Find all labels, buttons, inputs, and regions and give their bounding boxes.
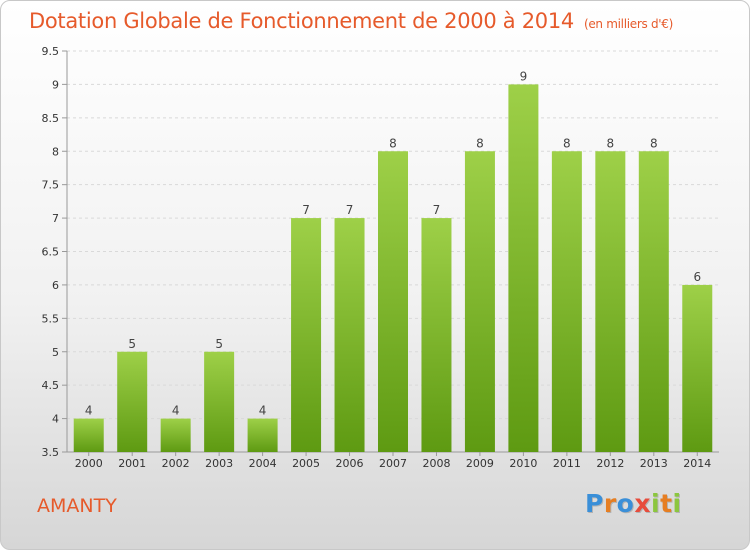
bar-2008	[421, 218, 452, 452]
x-tick-label-2009: 2009	[466, 457, 494, 470]
bar-2007	[378, 151, 408, 452]
data-label-2006: 7	[346, 203, 354, 217]
bar-2014	[682, 284, 713, 452]
x-tick-label-2013: 2013	[640, 457, 668, 470]
bar-2009	[464, 151, 495, 452]
logo-letter: i	[672, 489, 682, 518]
x-tick-label-2000: 2000	[75, 457, 103, 470]
data-label-2010: 9	[520, 69, 528, 83]
x-tick-label-2005: 2005	[292, 457, 320, 470]
y-tick-label: 7.5	[42, 179, 60, 192]
bar-2004	[247, 418, 278, 452]
chart-title-text: Dotation Globale de Fonctionnement de 20…	[29, 9, 574, 33]
x-tick-label-2006: 2006	[336, 457, 364, 470]
data-label-2013: 8	[650, 136, 658, 150]
logo-letter: o	[616, 489, 635, 518]
data-label-2007: 8	[389, 136, 397, 150]
data-label-2014: 6	[693, 270, 701, 284]
x-tick-label-2008: 2008	[422, 457, 450, 470]
y-tick-label: 9.5	[42, 45, 60, 58]
y-tick-label: 4	[52, 413, 59, 426]
x-tick-label-2010: 2010	[509, 457, 537, 470]
data-label-2000: 4	[85, 404, 93, 418]
data-label-2008: 7	[433, 203, 441, 217]
y-tick-label: 9	[52, 78, 59, 91]
labels: 3.5 4 4.5 5 5.5 6 6.5 7 7.5 8 8.5 9 9.5 4 2000 5 2001 4 20…	[42, 45, 712, 470]
bar-2002	[160, 418, 191, 452]
bar-2000	[73, 418, 104, 452]
chart-subtitle: (en milliers d'€)	[583, 17, 673, 31]
bar-2013	[638, 151, 669, 452]
data-label-2011: 8	[563, 136, 571, 150]
bar-2005	[291, 218, 322, 452]
data-label-2003: 5	[215, 337, 223, 351]
y-tick-label: 6.5	[42, 246, 60, 259]
data-label-2009: 8	[476, 136, 484, 150]
y-tick-label: 5	[52, 346, 59, 359]
chart-title: Dotation Globale de Fonctionnement de 20…	[29, 9, 673, 33]
x-tick-label-2001: 2001	[118, 457, 146, 470]
x-tick-label-2007: 2007	[379, 457, 407, 470]
x-tick-label-2011: 2011	[553, 457, 581, 470]
data-label-2001: 5	[128, 337, 136, 351]
bar-2001	[117, 351, 148, 452]
bar-2011	[551, 151, 582, 452]
bars	[73, 84, 713, 453]
data-label-2002: 4	[172, 404, 180, 418]
logo-letter: P	[585, 489, 604, 518]
x-tick-label-2004: 2004	[249, 457, 277, 470]
x-tick-label-2012: 2012	[596, 457, 624, 470]
y-tick-label: 3.5	[42, 446, 60, 459]
logo-letter: x	[634, 489, 651, 518]
logo-letter: i	[651, 489, 661, 518]
y-tick-label: 7	[52, 212, 59, 225]
y-tick-label: 5.5	[42, 312, 60, 325]
proxiti-logo[interactable]: Proxiti	[585, 489, 682, 518]
data-label-2012: 8	[607, 136, 615, 150]
data-label-2005: 7	[302, 203, 310, 217]
logo-letter: r	[603, 489, 617, 518]
y-tick-label: 4.5	[42, 379, 60, 392]
y-tick-label: 8.5	[42, 112, 60, 125]
bar-2010	[508, 84, 539, 453]
data-label-2004: 4	[259, 404, 267, 418]
x-tick-label-2014: 2014	[683, 457, 711, 470]
place-name: AMANTY	[37, 495, 117, 517]
y-tick-label: 6	[52, 279, 59, 292]
logo-letter: t	[660, 489, 673, 518]
bar-2003	[204, 351, 235, 452]
x-tick-label-2002: 2002	[162, 457, 190, 470]
bar-2012	[595, 151, 626, 452]
x-tick-label-2003: 2003	[205, 457, 233, 470]
bar-2006	[334, 218, 365, 452]
y-tick-label: 8	[52, 145, 59, 158]
